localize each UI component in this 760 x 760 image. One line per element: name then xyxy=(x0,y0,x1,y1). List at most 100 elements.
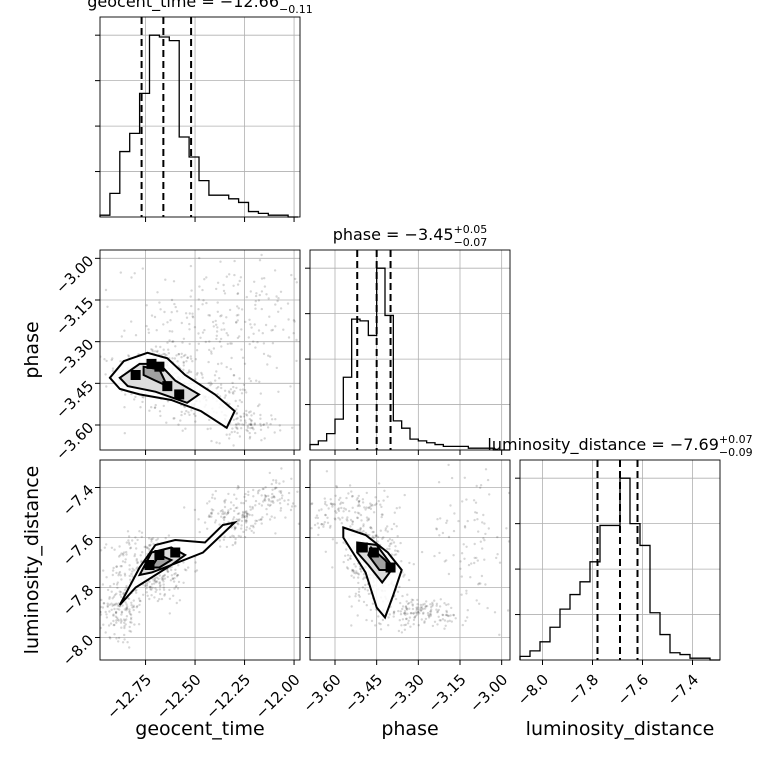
sample-point xyxy=(420,550,424,554)
sample-point xyxy=(154,580,157,583)
sample-point xyxy=(113,603,116,607)
sample-point xyxy=(348,595,351,598)
sample-point xyxy=(369,526,372,529)
sample-point xyxy=(163,310,166,314)
sample-point xyxy=(274,418,277,421)
sample-point xyxy=(235,426,239,429)
sample-point xyxy=(140,531,144,534)
sample-point xyxy=(278,482,281,485)
sample-point xyxy=(294,505,297,508)
sample-point xyxy=(346,558,350,562)
sample-point xyxy=(221,509,224,512)
scatter-panel-geocent_time-luminosity_distance xyxy=(95,459,301,665)
sample-point xyxy=(242,412,246,415)
sample-point xyxy=(186,356,189,359)
sample-point xyxy=(270,500,273,503)
sample-point xyxy=(223,499,226,503)
sample-point xyxy=(441,613,445,617)
y-tick-label: −3.60 xyxy=(52,419,97,464)
sample-point xyxy=(128,625,131,629)
sample-point xyxy=(210,508,213,511)
sample-point xyxy=(115,592,118,595)
sample-point xyxy=(275,366,278,370)
sample-point xyxy=(278,490,281,493)
sample-point xyxy=(142,593,145,596)
sample-point xyxy=(277,390,280,393)
sample-point xyxy=(403,611,406,615)
sample-point xyxy=(341,516,344,519)
sample-point xyxy=(180,321,183,325)
sample-point xyxy=(234,526,237,529)
sample-point xyxy=(386,547,389,551)
sample-point xyxy=(123,626,126,630)
sample-point xyxy=(209,512,213,515)
sample-point xyxy=(376,540,379,543)
sample-point xyxy=(252,332,255,335)
sample-point xyxy=(410,600,413,604)
sample-point xyxy=(405,607,408,610)
sample-point xyxy=(190,409,193,412)
sample-point xyxy=(119,621,123,624)
sample-point xyxy=(201,288,204,292)
sample-point xyxy=(229,342,232,345)
sample-point xyxy=(182,581,185,584)
sample-point xyxy=(118,570,122,574)
sample-point xyxy=(356,511,360,514)
sample-point xyxy=(131,570,134,573)
sample-point xyxy=(482,513,485,517)
sample-point xyxy=(452,554,455,557)
density-bin xyxy=(130,370,141,380)
sample-point xyxy=(233,259,236,263)
sample-point xyxy=(351,570,354,573)
sample-point xyxy=(174,585,178,589)
sample-point xyxy=(345,566,349,569)
sample-point xyxy=(128,629,131,633)
sample-point xyxy=(234,542,237,545)
sample-point xyxy=(249,323,252,326)
sample-point xyxy=(143,584,147,587)
sample-point xyxy=(185,569,188,572)
sample-point xyxy=(206,427,209,431)
sample-point xyxy=(153,596,156,599)
sample-point xyxy=(484,468,488,471)
sample-point xyxy=(243,362,247,365)
sample-point xyxy=(352,571,356,574)
sample-point xyxy=(127,541,131,544)
sample-point xyxy=(235,497,238,500)
sample-point xyxy=(229,507,232,511)
sample-point xyxy=(176,360,179,363)
sample-point xyxy=(210,350,213,353)
sample-point xyxy=(159,584,162,587)
sample-point xyxy=(245,511,248,514)
sample-point xyxy=(331,566,334,569)
sample-point xyxy=(216,362,220,366)
y-axis-label-phase: phase xyxy=(21,321,43,378)
sample-point xyxy=(119,618,123,621)
sample-point xyxy=(198,455,200,457)
sample-point xyxy=(174,345,177,348)
sample-point xyxy=(202,299,205,302)
sample-point xyxy=(159,592,162,596)
sample-point xyxy=(405,608,409,611)
sample-point xyxy=(387,616,390,619)
y-tick-label: −3.30 xyxy=(52,335,97,380)
sample-point xyxy=(188,369,191,372)
sample-point xyxy=(102,569,105,572)
sample-point xyxy=(401,594,404,598)
sample-point xyxy=(237,307,240,310)
sample-point xyxy=(454,617,457,620)
sample-point xyxy=(175,601,178,605)
sample-point xyxy=(255,379,258,382)
sample-point xyxy=(245,414,249,417)
sample-point xyxy=(240,400,243,404)
sample-point xyxy=(278,498,281,501)
sample-point xyxy=(463,476,466,479)
sample-point xyxy=(104,288,108,292)
sample-point xyxy=(405,607,408,610)
sample-point xyxy=(396,535,399,538)
sample-point xyxy=(245,526,249,529)
sample-point xyxy=(245,391,248,394)
sample-point xyxy=(235,386,238,390)
sample-point xyxy=(222,512,226,516)
sample-point xyxy=(244,492,247,496)
